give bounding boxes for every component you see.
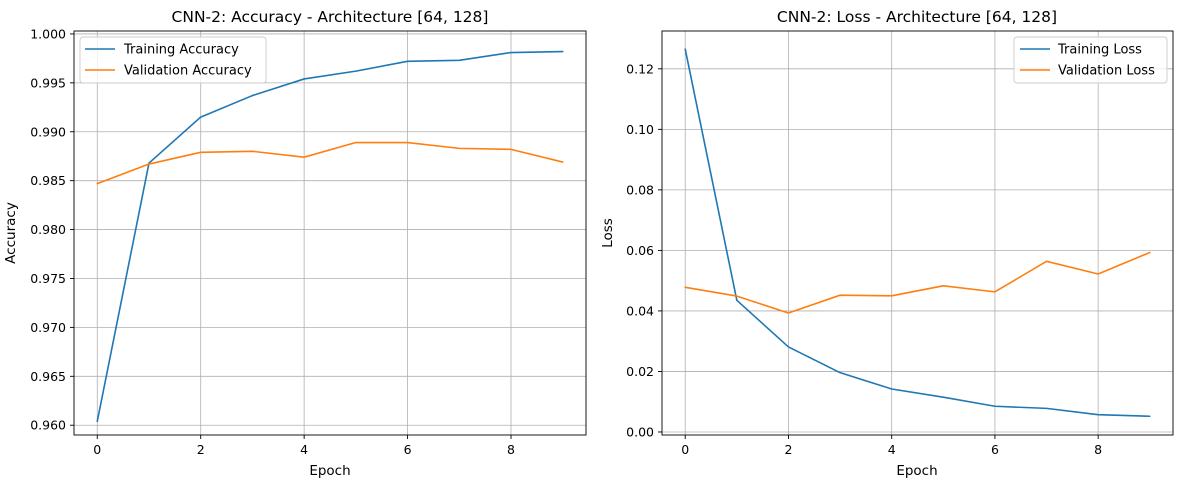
loss-ticks: 0 2 4 6 8 0.00 0.02 0.04 0.06 0.08 0.10 0.12 [626, 61, 1102, 457]
accuracy-y-axis-label: Accuracy [3, 202, 19, 264]
accuracy-chart: CNN-2: Accuracy - Architecture [64, 128]… [3, 8, 587, 479]
accuracy-series-line-validation [96, 141, 564, 185]
loss-legend-label-validation: Validation Loss [1058, 64, 1155, 79]
accuracy-y-tick-label: 0.970 [30, 320, 66, 335]
accuracy-x-tick-label: 4 [300, 442, 308, 457]
loss-series [684, 48, 1151, 418]
loss-x-tick-label: 8 [1094, 442, 1102, 457]
accuracy-y-tick-label: 0.980 [30, 222, 66, 237]
accuracy-x-tick-label: 0 [93, 442, 101, 457]
accuracy-chart-title: CNN-2: Accuracy - Architecture [64, 128] [172, 8, 489, 26]
accuracy-x-tick-label: 8 [507, 442, 515, 457]
loss-y-tick-label: 0.10 [626, 122, 654, 137]
loss-grid [662, 31, 1173, 435]
loss-legend: Training Loss Validation Loss [1013, 36, 1168, 84]
loss-chart: CNN-2: Loss - Architecture [64, 128] Epo… [600, 8, 1174, 479]
accuracy-series-line-training [96, 50, 564, 423]
loss-series-line-training [684, 48, 1151, 418]
accuracy-ticks: 0 2 4 6 8 0.960 0.965 0.970 0.975 0.980 0.985 0.990… [30, 26, 515, 457]
loss-y-tick-label: 0.04 [626, 303, 654, 318]
accuracy-y-tick-label: 0.965 [30, 369, 66, 384]
accuracy-grid [74, 31, 586, 435]
accuracy-legend-box [79, 36, 267, 84]
accuracy-legend-label-validation: Validation Accuracy [124, 64, 252, 79]
loss-legend-box [1013, 36, 1168, 84]
accuracy-y-tick-label: 0.995 [30, 75, 66, 90]
loss-x-tick-label: 0 [681, 442, 689, 457]
accuracy-x-tick-label: 6 [404, 442, 412, 457]
loss-y-tick-label: 0.08 [626, 182, 654, 197]
loss-x-axis-label: Epoch [896, 463, 937, 479]
accuracy-legend: Training Accuracy Validation Accuracy [79, 36, 267, 84]
loss-y-tick-label: 0.02 [626, 364, 654, 379]
loss-y-tick-label: 0.06 [626, 243, 654, 258]
loss-y-tick-label: 0.00 [626, 424, 654, 439]
accuracy-plot-frame [73, 30, 587, 436]
accuracy-x-axis-label: Epoch [309, 463, 350, 479]
loss-x-tick-label: 6 [991, 442, 999, 457]
loss-legend-label-training: Training Loss [1057, 43, 1142, 58]
accuracy-y-tick-label: 0.985 [30, 173, 66, 188]
loss-y-axis-label: Loss [600, 218, 616, 248]
loss-x-tick-label: 2 [784, 442, 792, 457]
loss-y-tick-label: 0.12 [626, 61, 654, 76]
accuracy-x-tick-label: 2 [197, 442, 205, 457]
loss-chart-title: CNN-2: Loss - Architecture [64, 128] [777, 8, 1057, 26]
accuracy-y-tick-label: 1.000 [30, 26, 66, 41]
accuracy-y-tick-label: 0.975 [30, 271, 66, 286]
loss-series-line-validation [684, 251, 1151, 314]
accuracy-legend-label-training: Training Accuracy [123, 43, 239, 58]
accuracy-y-tick-label: 0.990 [30, 124, 66, 139]
loss-plot-frame [661, 30, 1174, 436]
accuracy-y-tick-label: 0.960 [30, 418, 66, 433]
loss-x-tick-label: 4 [888, 442, 896, 457]
accuracy-series [96, 50, 564, 423]
